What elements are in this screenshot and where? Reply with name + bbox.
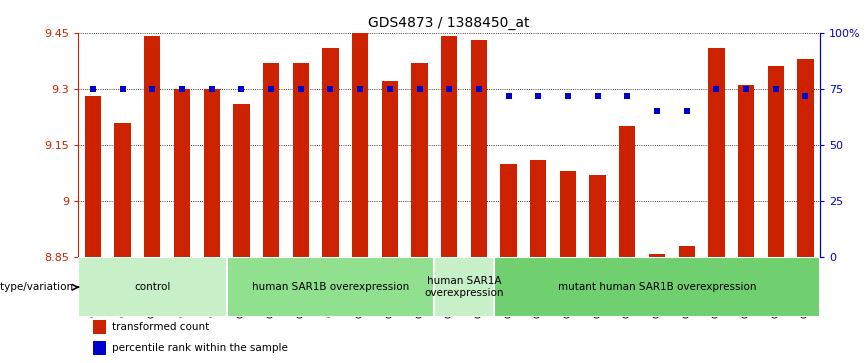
Bar — [382, 81, 398, 257]
Point — [502, 93, 516, 98]
Bar — [233, 104, 250, 257]
Point — [146, 86, 160, 92]
Bar — [589, 175, 606, 257]
Bar — [500, 164, 516, 257]
Text: human SAR1B overexpression: human SAR1B overexpression — [252, 282, 409, 292]
Bar — [227, 257, 434, 317]
Bar — [78, 257, 227, 317]
Text: control: control — [135, 282, 170, 292]
Point — [353, 86, 367, 92]
Point — [324, 86, 338, 92]
Point — [591, 93, 605, 98]
Text: mutant human SAR1B overexpression: mutant human SAR1B overexpression — [558, 282, 756, 292]
Point — [799, 93, 812, 98]
Text: percentile rank within the sample: percentile rank within the sample — [111, 343, 287, 353]
Point — [531, 93, 545, 98]
Bar — [322, 48, 339, 257]
Bar — [263, 63, 279, 257]
Bar — [679, 246, 695, 257]
Title: GDS4873 / 1388450_at: GDS4873 / 1388450_at — [368, 16, 530, 30]
Bar — [738, 85, 754, 257]
Point — [175, 86, 189, 92]
Bar — [174, 89, 190, 257]
Bar — [411, 63, 428, 257]
Bar — [441, 36, 457, 257]
Point — [264, 86, 278, 92]
Bar — [293, 63, 309, 257]
Bar — [530, 160, 547, 257]
Point — [205, 86, 219, 92]
Text: transformed count: transformed count — [111, 322, 209, 332]
Point — [561, 93, 575, 98]
Point — [709, 86, 723, 92]
Point — [621, 93, 635, 98]
Bar — [93, 341, 106, 355]
Point — [86, 86, 100, 92]
Bar — [648, 254, 665, 257]
Point — [412, 86, 426, 92]
Point — [680, 109, 694, 114]
Bar — [708, 48, 725, 257]
Bar — [85, 96, 102, 257]
Bar — [203, 89, 220, 257]
Bar — [470, 40, 487, 257]
Point — [293, 86, 307, 92]
Point — [383, 86, 397, 92]
Bar — [93, 320, 106, 334]
Bar — [352, 33, 368, 257]
Point — [650, 109, 664, 114]
Bar — [619, 126, 635, 257]
Bar — [115, 123, 131, 257]
Bar — [434, 257, 494, 317]
Point — [234, 86, 248, 92]
Point — [115, 86, 129, 92]
Bar — [144, 36, 161, 257]
Text: human SAR1A
overexpression: human SAR1A overexpression — [424, 277, 503, 298]
Bar — [560, 171, 576, 257]
Point — [443, 86, 457, 92]
Bar — [767, 66, 784, 257]
Text: genotype/variation: genotype/variation — [0, 282, 74, 292]
Point — [740, 86, 753, 92]
Bar — [494, 257, 820, 317]
Point — [472, 86, 486, 92]
Bar — [797, 59, 813, 257]
Point — [769, 86, 783, 92]
